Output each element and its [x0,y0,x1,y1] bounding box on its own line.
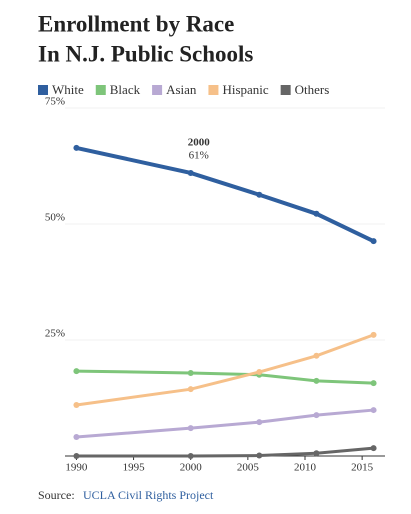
x-tick-label: 2000 [180,462,203,474]
legend-label: Others [295,82,330,97]
point [73,401,80,408]
point [256,419,263,426]
point [313,210,320,217]
point [187,386,194,393]
point [256,191,263,198]
point [313,352,320,359]
point [313,377,320,384]
y-tick-label: 50% [45,212,65,224]
point [370,331,377,338]
x-tick-label: 2015 [351,462,374,474]
point [313,450,320,457]
y-tick-label: 25% [45,328,65,340]
point [73,144,80,151]
point [256,369,263,376]
legend-swatch [152,85,163,95]
point [73,368,80,375]
point [187,169,194,176]
point [370,445,377,452]
x-tick-label: 2010 [294,462,317,474]
legend-label: White [52,82,84,97]
annotation-text: 61% [189,149,209,161]
x-tick-label: 2005 [237,462,260,474]
series-line [76,333,375,407]
point [370,407,377,414]
legend-label: Black [110,82,141,97]
point [73,433,80,440]
x-tick-label: 1990 [65,462,88,474]
series-line [76,408,374,439]
x-tick-label: 1995 [123,462,146,474]
chart-subtitle: In N.J. Public Schools [38,41,253,66]
y-tick-label: 75% [45,96,65,108]
legend-swatch [95,85,106,95]
chart-title: Enrollment by Race [38,11,234,36]
point [73,453,80,459]
point [187,369,194,376]
point [256,452,263,459]
source-label: Source: [38,488,75,502]
point [187,453,194,459]
annotation-title: 2000 [188,136,211,148]
series-line [76,145,375,243]
point [313,412,320,419]
legend-swatch [208,85,219,95]
source: UCLA Civil Rights Project [83,488,214,502]
point [370,238,377,245]
series-line [76,446,374,458]
legend-swatch [280,85,291,95]
point [187,425,194,432]
point [370,380,377,387]
legend-swatch [38,85,48,95]
legend-label: Asian [166,82,197,97]
legend-label: Hispanic [222,82,268,97]
